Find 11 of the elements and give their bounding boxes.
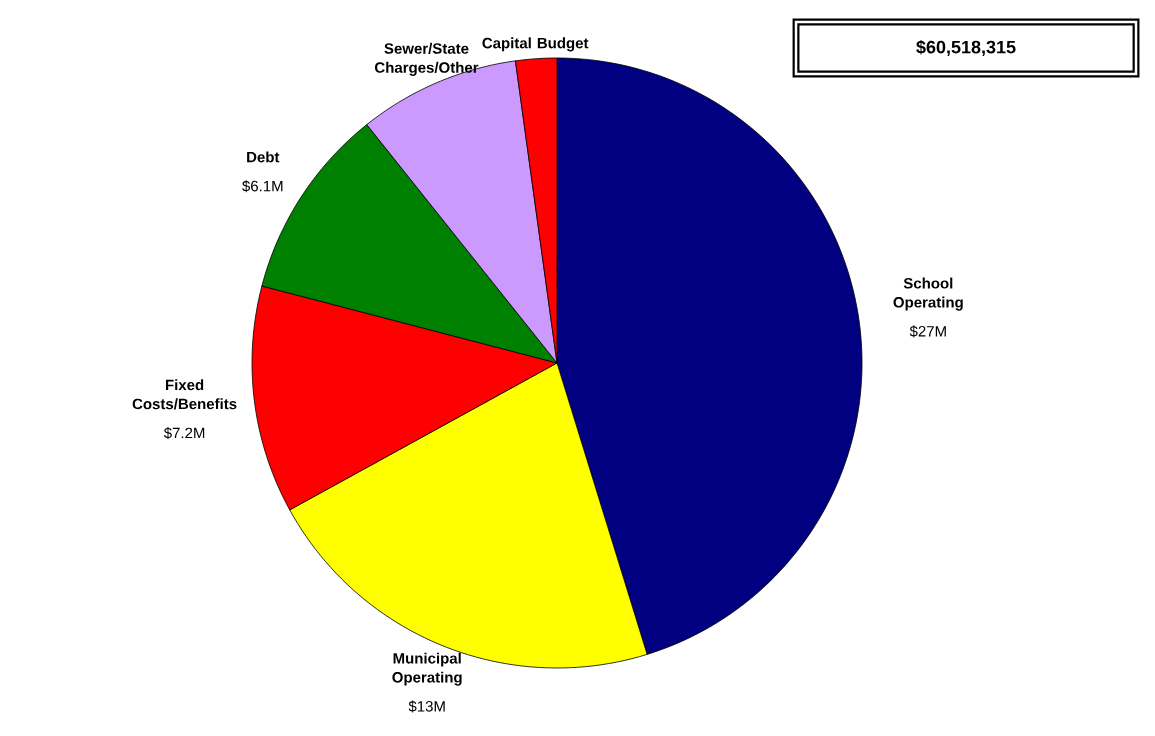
data-label: $13M xyxy=(408,700,445,713)
slice-label: Sewer/State Charges/Other xyxy=(374,42,479,76)
slice-label: Municipal Operating xyxy=(392,652,462,686)
data-label: $6.1M xyxy=(242,180,283,193)
slice-label: Fixed Costs/Benefits xyxy=(132,379,237,410)
slice-label: School Operating xyxy=(893,277,963,311)
slice-label: Capital Budget xyxy=(482,37,589,52)
slice-label: Debt xyxy=(247,151,280,163)
data-label: $27M xyxy=(909,325,946,338)
text: $60,518,315 xyxy=(916,39,1016,57)
data-label: $7.2M xyxy=(163,427,205,440)
